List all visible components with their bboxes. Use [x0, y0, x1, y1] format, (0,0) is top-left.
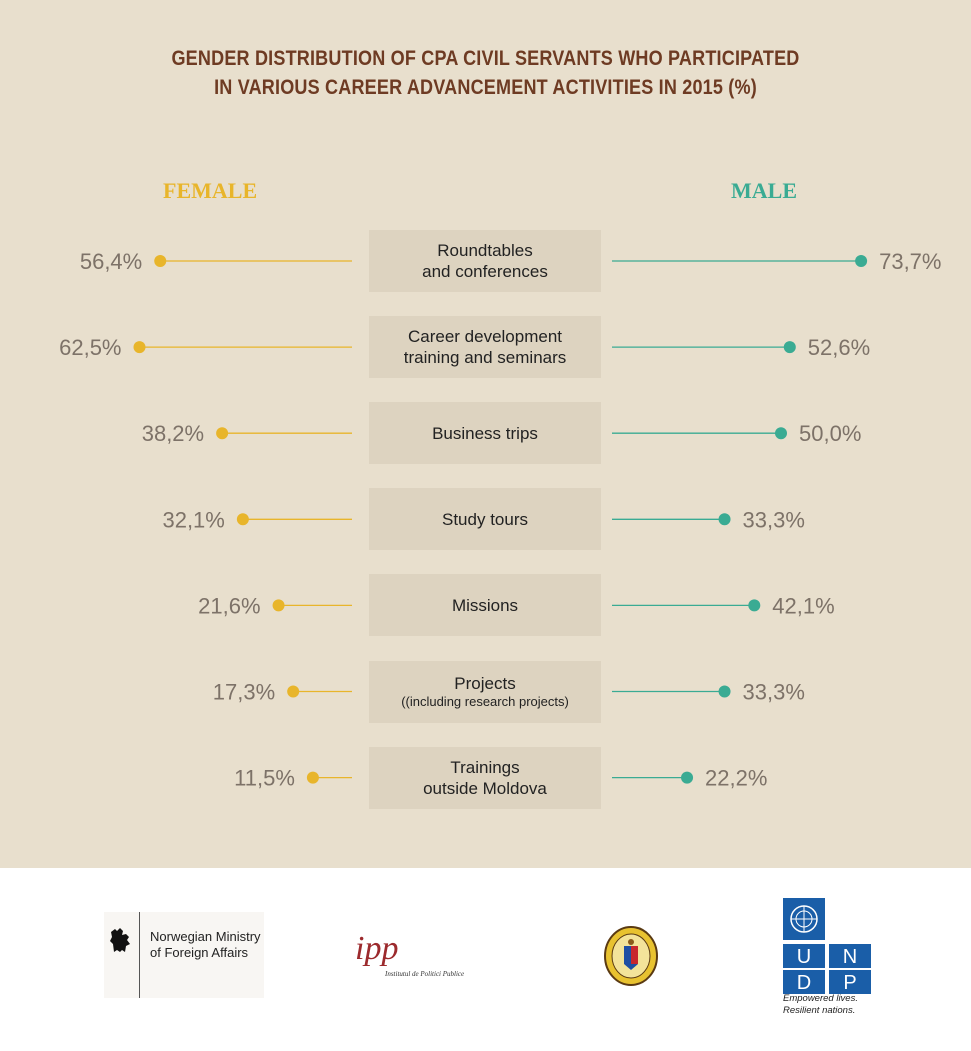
category-box: Business trips: [369, 402, 601, 465]
male-lollipop-dot: [775, 427, 787, 440]
category-label: Career development: [407, 327, 563, 347]
female-lollipop-dot: [216, 427, 229, 440]
undp-logo: U N D P: [783, 898, 871, 994]
category-box: Career development training and seminars: [369, 316, 601, 379]
male-lollipop-dot: [783, 341, 796, 354]
male-lollipop-dot: [748, 599, 761, 612]
female-value-label: 11,5%: [234, 766, 295, 791]
male-value-label: 52,6%: [808, 335, 870, 360]
norway-text-line-1: Norwegian Ministry: [150, 929, 261, 944]
undp-letter-tile: [829, 970, 871, 994]
male-series-label: MALE: [731, 178, 797, 203]
category-label: Roundtables: [437, 241, 533, 260]
ipp-logo-text: Institutul de Politici Publice: [385, 970, 465, 978]
category-box: Missions: [369, 574, 601, 637]
male-value-label: 73,7%: [879, 249, 941, 274]
category-box: Projects ((including research projects): [369, 660, 601, 723]
category-box: Trainings outside Moldova: [369, 746, 601, 809]
undp-letter: D: [797, 972, 811, 994]
category-label: Missions: [451, 595, 519, 615]
undp-tagline: Empowered lives. Resilient nations.: [783, 993, 858, 1017]
chart-title-line-2: IN VARIOUS CAREER ADVANCEMENT ACTIVITIES…: [214, 76, 757, 99]
female-value-label: 56,4%: [80, 249, 142, 274]
female-lollipop-dot: [154, 255, 167, 267]
lollipop-plot: 56,4% 73,7% 62,5% 52,6% 38,2% 50,0% 32,1% 33,3%…: [59, 249, 941, 791]
male-lollipop-dot: [681, 771, 694, 784]
female-lollipop-dot: [287, 685, 300, 698]
norway-logo: [104, 912, 264, 998]
category-label: Business trips: [432, 423, 538, 443]
ipp-logo: ipp Institutul de Politici Publice: [355, 930, 475, 980]
category-label: and conferences: [422, 262, 548, 281]
female-lollipop-dot: [272, 599, 285, 612]
category-box: Study tours: [369, 488, 601, 551]
undp-letter: U: [797, 946, 811, 968]
category-label: training and seminars: [403, 348, 567, 368]
category-label: outside Moldova: [423, 778, 547, 798]
category-box: Roundtables and conferences: [369, 230, 601, 292]
category-sublabel: ((including research projects): [401, 694, 569, 709]
male-value-label: 22,2%: [705, 766, 767, 791]
undp-letter-tile: [783, 970, 825, 994]
female-value-label: 17,3%: [213, 680, 275, 705]
ipp-logo-mark: ipp: [355, 930, 399, 967]
national-seal-icon: [604, 926, 658, 986]
female-value-label: 32,1%: [162, 507, 224, 532]
category-label: Trainings: [450, 757, 520, 777]
female-lollipop-dot: [133, 341, 146, 354]
norway-lion-icon: [110, 928, 130, 952]
norway-logo-text: Norwegian Ministry of Foreign Affairs: [150, 929, 280, 961]
undp-letter: N: [843, 946, 857, 968]
male-value-label: 33,3%: [743, 680, 805, 705]
undp-letter-tile: [829, 944, 871, 968]
female-lollipop-dot: [306, 771, 319, 784]
female-lollipop-dot: [236, 513, 249, 526]
female-value-label: 62,5%: [59, 335, 121, 360]
category-label: Study tours: [442, 509, 528, 529]
male-value-label: 33,3%: [743, 507, 805, 532]
male-lollipop-dot: [718, 685, 731, 698]
male-lollipop-dot: [855, 255, 868, 267]
undp-letter: P: [843, 972, 856, 994]
norway-logo-divider: [139, 912, 140, 998]
undp-tagline-line-2: Resilient nations.: [783, 1005, 856, 1016]
norway-text-line-2: of Foreign Affairs: [150, 945, 249, 960]
male-value-label: 42,1%: [772, 593, 834, 618]
undp-letter-tile: [783, 944, 825, 968]
chart-title-line-1: GENDER DISTRIBUTION OF CPA CIVIL SERVANT…: [171, 47, 800, 70]
male-lollipop-dot: [718, 513, 731, 526]
male-value-label: 50,0%: [799, 421, 861, 446]
female-value-label: 38,2%: [142, 421, 204, 446]
female-value-label: 21,6%: [198, 593, 260, 618]
female-series-label: FEMALE: [163, 178, 258, 203]
undp-tagline-line-1: Empowered lives.: [783, 993, 858, 1004]
category-label: Projects: [454, 674, 516, 693]
